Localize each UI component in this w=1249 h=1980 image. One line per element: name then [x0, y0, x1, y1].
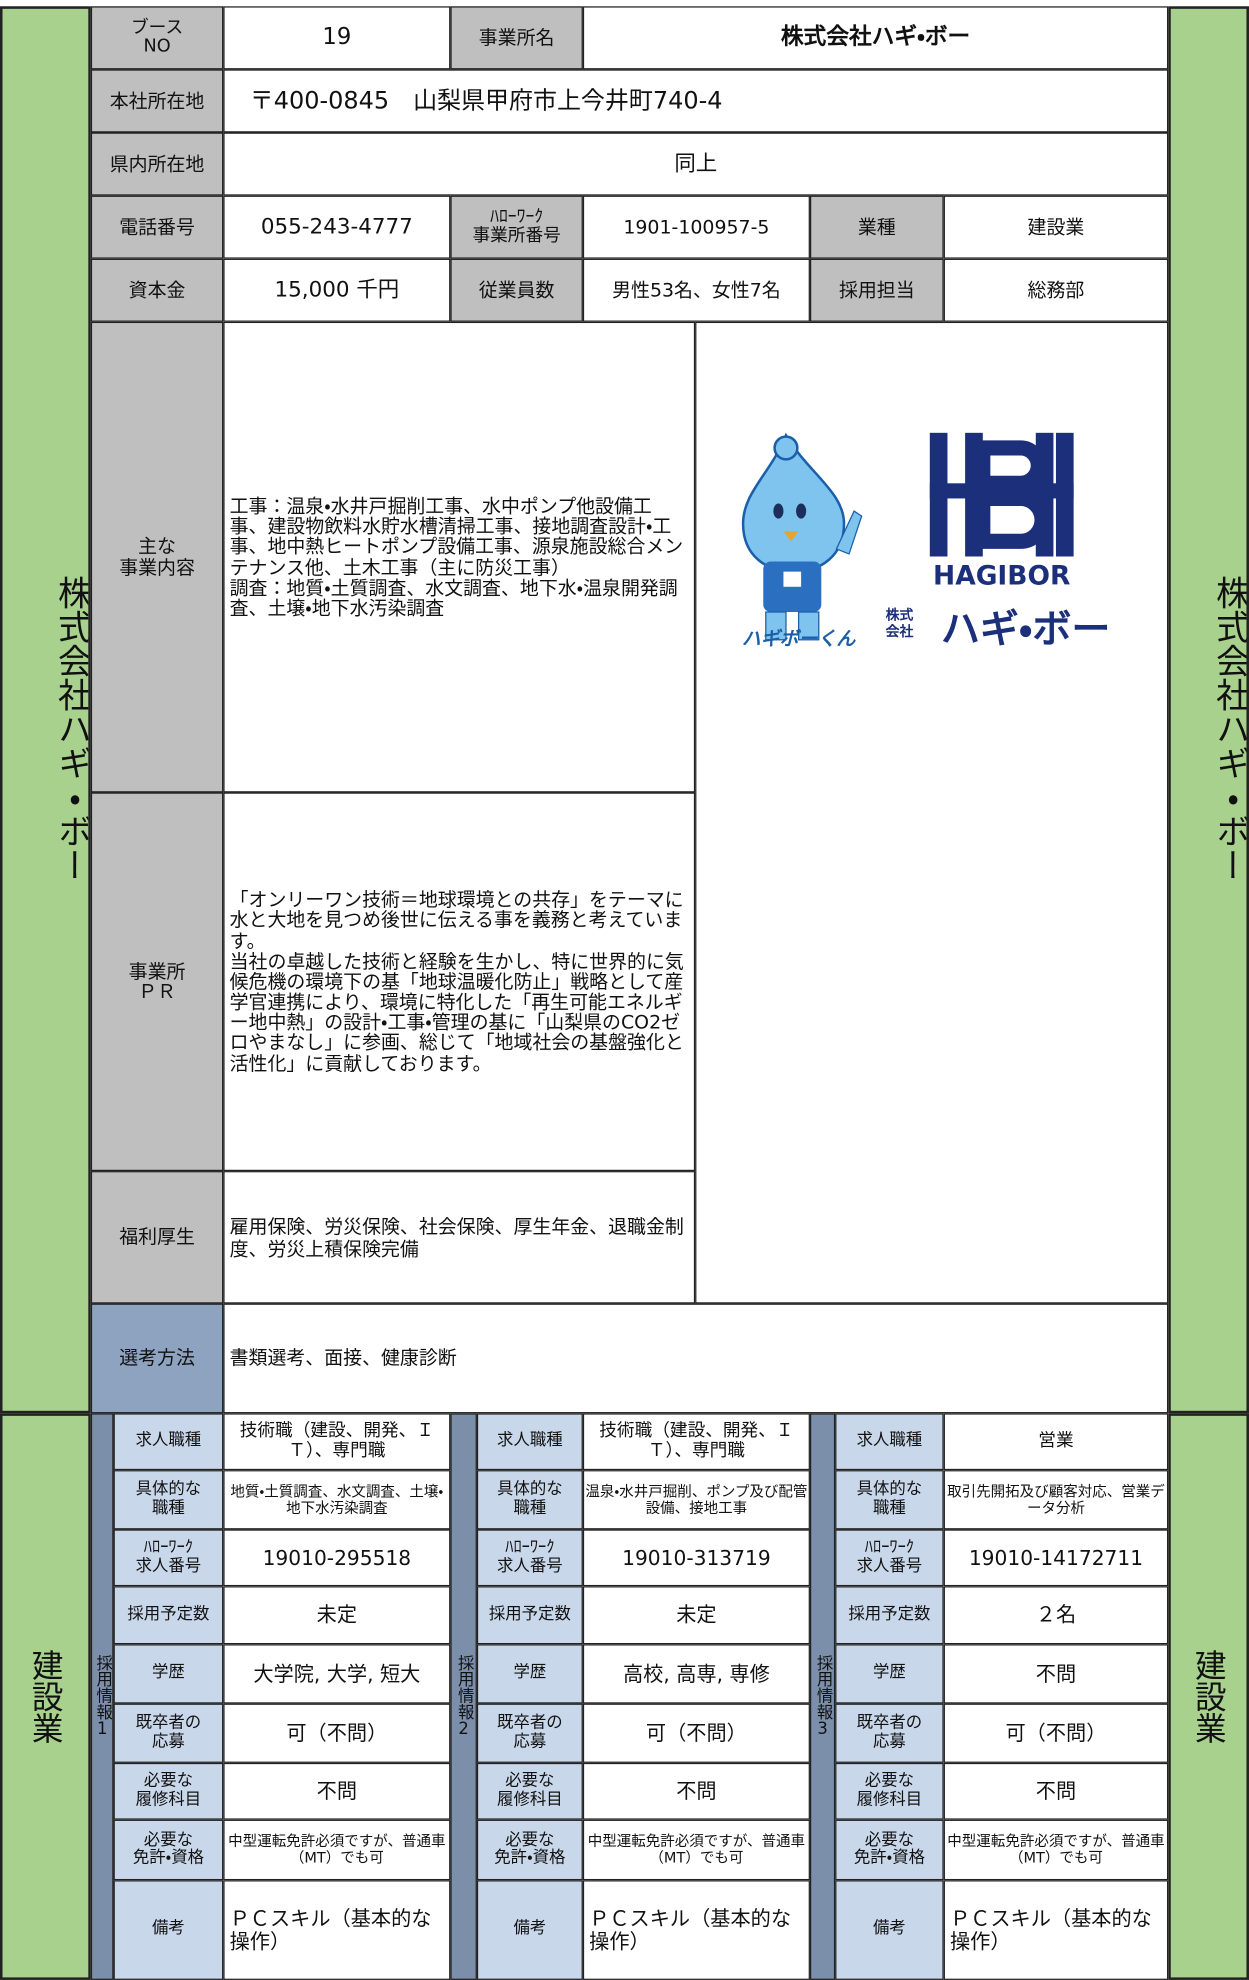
- job-label: ﾊﾛｰﾜｰｸ 求人番号: [835, 1529, 944, 1587]
- field-value: 工事：温泉・水井戸掘削工事、水中ポンプ他設備工事、建設物飲料水貯水槽清掃工事、接…: [223, 321, 696, 793]
- field-label: 選考方法: [90, 1303, 224, 1414]
- job-value: 不問: [943, 1762, 1169, 1820]
- field-value: 書類選考、面接、健康診断: [223, 1303, 1169, 1414]
- job-value: 中型運転免許必須ですが、普通車（MT）でも可: [223, 1819, 451, 1881]
- field-label: 資本金: [90, 258, 224, 322]
- field-label: 業種: [809, 195, 944, 259]
- job-value: 19010-295518: [223, 1529, 451, 1587]
- side-label: 株式会社ハギ・ボー: [1168, 6, 1249, 1414]
- job-value: 技術職（建設、開発、ＩＴ）、専門職: [582, 1413, 810, 1471]
- job-value: 未定: [223, 1586, 451, 1645]
- job-label: 学歴: [113, 1644, 224, 1704]
- field-value: 男性53名、女性7名: [582, 258, 810, 322]
- job-label: 必要な 履修科目: [835, 1762, 944, 1820]
- field-value: 建設業: [943, 195, 1169, 259]
- field-label: 事業所名: [450, 6, 583, 70]
- job-label: 具体的な 職種: [835, 1470, 944, 1530]
- field-value: 〒400-0845 山梨県甲府市上今井町740-4: [223, 69, 1169, 133]
- field-label: 電話番号: [90, 195, 224, 259]
- job-value: 営業: [943, 1413, 1169, 1471]
- job-label: 求人職種: [476, 1413, 583, 1471]
- job-value: 地質・土質調査、水文調査、土壌・地下水汚染調査: [223, 1470, 451, 1530]
- field-label: 県内所在地: [90, 132, 224, 196]
- logo-mascot-name: ハギボーくん: [742, 628, 857, 650]
- job-value: 中型運転免許必須ですが、普通車（MT）でも可: [943, 1819, 1169, 1881]
- job-label: 採用予定数: [476, 1586, 583, 1645]
- job-value: 19010-14172711: [943, 1529, 1169, 1587]
- field-value: 雇用保険、労災保険、社会保険、厚生年金、退職金制度、労災上積保険完備: [223, 1171, 696, 1304]
- field-label: ﾊﾛｰﾜｰｸ 事業所番号: [450, 195, 583, 259]
- job-label: 必要な 免許・資格: [476, 1819, 583, 1881]
- job-label: 必要な 免許・資格: [113, 1819, 224, 1881]
- job-value: 技術職（建設、開発、ＩＴ）、専門職: [223, 1413, 451, 1471]
- job-label: 具体的な 職種: [113, 1470, 224, 1530]
- hbh-mark: [929, 432, 1074, 557]
- job-label: 既卒者の 応募: [476, 1703, 583, 1763]
- job-label: 学歴: [835, 1644, 944, 1704]
- field-label: 事業所 ＰＲ: [90, 792, 224, 1172]
- job-label: 必要な 履修科目: [476, 1762, 583, 1820]
- job-value: 高校, 高専, 専修: [582, 1644, 810, 1704]
- job-label: ﾊﾛｰﾜｰｸ 求人番号: [113, 1529, 224, 1587]
- field-value: 055-243-4777: [223, 195, 451, 259]
- logo-prefix: 株式会社: [886, 607, 914, 640]
- job-value: 可（不問）: [582, 1703, 810, 1763]
- field-label: 福利厚生: [90, 1171, 224, 1304]
- field-value: 1901-100957-5: [582, 195, 810, 259]
- side-label: 株式会社ハギ・ボー: [0, 6, 91, 1414]
- job-value: 可（不問）: [223, 1703, 451, 1763]
- job-value: 可（不問）: [943, 1703, 1169, 1763]
- field-label: ブース NO: [90, 6, 224, 70]
- job-value: 取引先開拓及び顧客対応、営業データ分析: [943, 1470, 1169, 1530]
- mascot: [741, 432, 863, 641]
- job-value: ＰＣスキル（基本的な操作）: [943, 1880, 1169, 1980]
- field-value: 総務部: [943, 258, 1169, 322]
- job-side-label: 採用情報1: [90, 1413, 114, 1980]
- logo-brand: HAGIBOR: [933, 560, 1070, 591]
- job-label: 既卒者の 応募: [835, 1703, 944, 1763]
- job-side-label: 採用情報3: [809, 1413, 836, 1980]
- side-category: 建設業: [0, 1413, 91, 1980]
- job-value: 中型運転免許必須ですが、普通車（MT）でも可: [582, 1819, 810, 1881]
- field-value: 同上: [223, 132, 1169, 196]
- job-value: 不問: [223, 1762, 451, 1820]
- field-label: 従業員数: [450, 258, 583, 322]
- job-label: 備考: [476, 1880, 583, 1980]
- field-value: 19: [223, 6, 451, 70]
- job-value: ＰＣスキル（基本的な操作）: [223, 1880, 451, 1980]
- job-label: 必要な 履修科目: [113, 1762, 224, 1820]
- job-value: 不問: [943, 1644, 1169, 1704]
- field-label: 本社所在地: [90, 69, 224, 133]
- job-label: 具体的な 職種: [476, 1470, 583, 1530]
- job-label: ﾊﾛｰﾜｰｸ 求人番号: [476, 1529, 583, 1587]
- job-value: ２名: [943, 1586, 1169, 1645]
- job-value: 19010-313719: [582, 1529, 810, 1587]
- job-label: 備考: [835, 1880, 944, 1980]
- job-value: 未定: [582, 1586, 810, 1645]
- field-label: 主な 事業内容: [90, 321, 224, 793]
- job-value: 温泉・水井戸掘削、ポンプ及び配管設備、接地工事: [582, 1470, 810, 1530]
- job-label: 求人職種: [113, 1413, 224, 1471]
- job-label: 求人職種: [835, 1413, 944, 1471]
- side-category: 建設業: [1168, 1413, 1249, 1980]
- logo: HAGIBOR ハギボーくん 株式会社 ハギ・ボー: [741, 432, 1111, 652]
- job-label: 採用予定数: [835, 1586, 944, 1645]
- field-value: 15,000 千円: [223, 258, 451, 322]
- field-label: 採用担当: [809, 258, 944, 322]
- logo-company: ハギ・ボー: [941, 607, 1111, 652]
- job-value: ＰＣスキル（基本的な操作）: [582, 1880, 810, 1980]
- field-value: 「オンリーワン技術＝地球環境との共存」をテーマに水と大地を見つめ後世に伝える事を…: [223, 792, 696, 1172]
- job-label: 必要な 免許・資格: [835, 1819, 944, 1881]
- job-label: 学歴: [476, 1644, 583, 1704]
- job-side-label: 採用情報2: [450, 1413, 477, 1980]
- job-label: 備考: [113, 1880, 224, 1980]
- field-value: 株式会社ハギ・ボー: [582, 6, 1169, 70]
- job-value: 大学院, 大学, 短大: [223, 1644, 451, 1704]
- job-label: 採用予定数: [113, 1586, 224, 1645]
- job-label: 既卒者の 応募: [113, 1703, 224, 1763]
- job-value: 不問: [582, 1762, 810, 1820]
